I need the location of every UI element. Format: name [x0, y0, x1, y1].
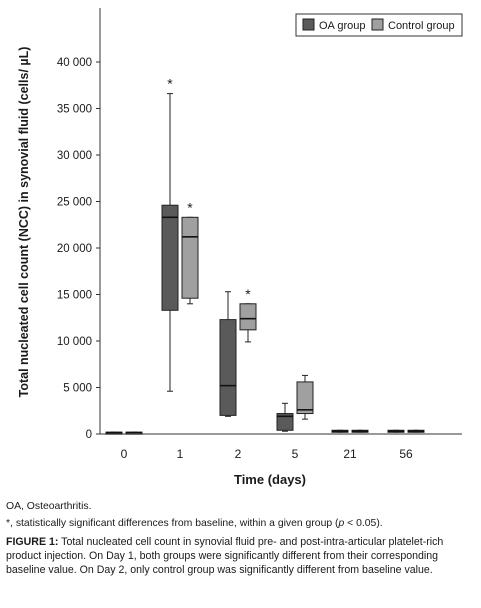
box	[296, 381, 314, 415]
x-axis-title: Time (days)	[234, 472, 306, 487]
y-tick-label: 35 000	[57, 104, 92, 116]
x-tick-label: 5	[292, 447, 299, 461]
y-tick-label: 25 000	[57, 197, 92, 209]
box	[219, 319, 237, 416]
x-tick-label: 21	[343, 447, 357, 461]
star-symbol: *	[6, 517, 11, 529]
abbreviation-note: OA, Osteoarthritis.	[6, 501, 92, 512]
y-tick-label: 15 000	[57, 290, 92, 302]
box	[276, 413, 294, 431]
box	[239, 303, 257, 331]
legend-swatch	[302, 18, 315, 31]
chart-svg: 0 5 000 10 000 15 000 20 000 25 000 30 000 35 0…	[17, 8, 463, 487]
significance-star: *	[167, 76, 173, 92]
y-tick-label: 20 000	[57, 243, 92, 255]
x-tick-label: 56	[399, 447, 413, 461]
legend-swatch	[371, 18, 384, 31]
y-tick-label: 10 000	[57, 336, 92, 348]
y-tick-label: 0	[86, 429, 92, 441]
significance-star: *	[245, 286, 251, 302]
figure-caption-text: Total nucleated cell count in synovial f…	[6, 536, 444, 576]
p-symbol: p	[338, 517, 345, 529]
x-tick-label: 1	[177, 447, 184, 461]
y-tick-label: 30 000	[57, 150, 92, 162]
significance-note: *, statistically significant differences…	[6, 517, 476, 531]
x-tick-label: 0	[121, 447, 128, 461]
y-axis-title: Total nucleated cell count (NCC) in syno…	[17, 47, 31, 398]
legend-label: OA group	[319, 20, 365, 32]
star-text-a: , statistically significant differences …	[10, 517, 339, 529]
box	[161, 204, 179, 311]
caption-block: OA, Osteoarthritis. *, statistically sig…	[6, 500, 476, 578]
star-text-b: < 0.05).	[344, 517, 383, 529]
box	[181, 216, 199, 299]
figure-label: FIGURE 1:	[6, 536, 59, 549]
boxplot-figure: 0 5 000 10 000 15 000 20 000 25 000 30 000 35 0…	[17, 8, 463, 487]
legend-label: Control group	[388, 20, 455, 32]
significance-star: *	[187, 199, 193, 215]
y-tick-label: 40 000	[57, 57, 92, 69]
x-tick-label: 2	[235, 447, 242, 461]
figure-caption: FIGURE 1: Total nucleated cell count in …	[6, 536, 476, 577]
y-tick-label: 5 000	[63, 383, 92, 395]
